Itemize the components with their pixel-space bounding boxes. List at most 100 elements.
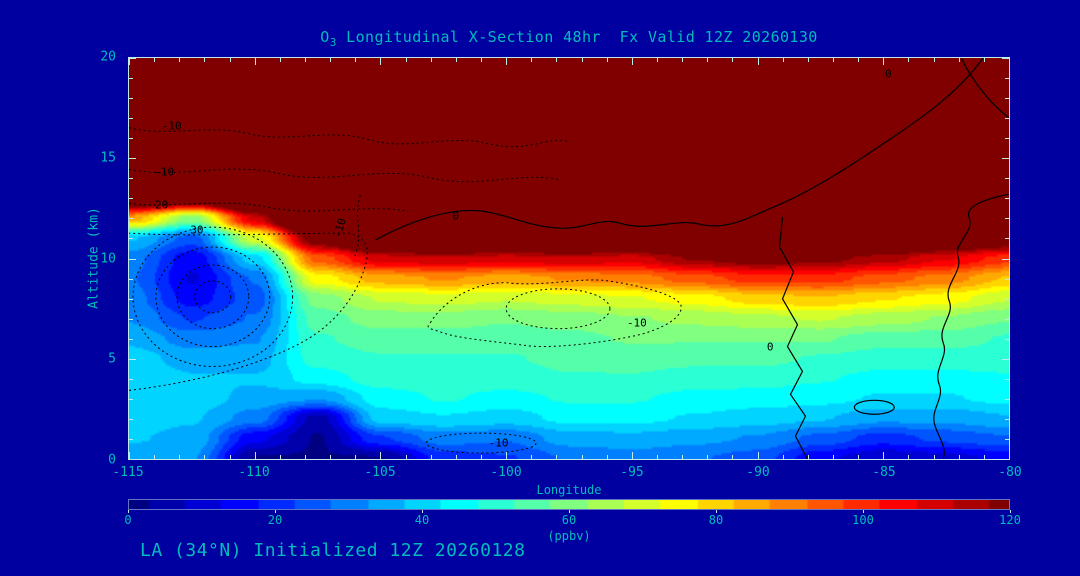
axis-tick <box>305 455 306 459</box>
axis-tick <box>782 455 784 459</box>
axis-tick <box>1002 358 1009 360</box>
y-tick-label: 0 <box>108 452 116 468</box>
axis-tick <box>129 118 133 120</box>
axis-tick <box>129 78 133 80</box>
axis-tick <box>355 58 357 62</box>
solid-zero-contours <box>375 58 1009 459</box>
axis-tick <box>1005 238 1009 240</box>
colorbar <box>128 499 1010 510</box>
axis-tick <box>129 58 130 65</box>
axis-tick <box>1005 78 1009 80</box>
axis-tick <box>531 455 533 459</box>
axis-tick <box>606 455 608 459</box>
axis-tick <box>355 455 357 459</box>
axis-tick <box>1005 318 1009 320</box>
axis-tick <box>732 455 734 459</box>
axis-tick <box>1005 118 1009 120</box>
initialization-caption: LA (34°N) Initialized 12Z 20260128 <box>140 540 526 561</box>
colorbar-tick-label: 60 <box>561 513 577 527</box>
axis-tick <box>129 358 136 360</box>
chart-title: O3 Longitudinal X-Section 48hr Fx Valid … <box>128 28 1010 49</box>
axis-tick <box>1009 452 1010 459</box>
x-tick-label: -90 <box>746 465 770 480</box>
axis-tick <box>983 58 985 62</box>
x-tick-label: -95 <box>620 465 644 480</box>
x-tick-label: -105 <box>364 465 396 480</box>
colorbar-tick-label: 40 <box>414 513 430 527</box>
axis-tick <box>129 178 133 180</box>
axis-tick <box>1002 58 1009 59</box>
ozone-heatmap-canvas <box>129 58 1009 459</box>
axis-tick <box>330 455 332 459</box>
axis-tick <box>129 418 133 420</box>
axis-tick <box>631 452 633 459</box>
axis-tick <box>129 459 136 460</box>
contour-value-label: -10 <box>161 119 182 133</box>
contour-value-label: -10 <box>154 165 175 179</box>
colorbar-tick-label: 0 <box>124 513 132 527</box>
axis-tick <box>858 455 860 459</box>
axis-tick <box>682 58 684 62</box>
axis-tick <box>833 58 834 62</box>
title-species: O <box>320 28 330 46</box>
axis-tick <box>1005 418 1009 420</box>
axis-tick <box>933 455 935 459</box>
contour-overlay <box>129 58 1009 459</box>
axis-tick <box>707 455 709 459</box>
axis-tick <box>129 438 133 440</box>
axis-tick <box>1002 459 1009 460</box>
y-tick-label: 15 <box>100 150 116 166</box>
axis-tick <box>1005 278 1009 280</box>
axis-tick <box>455 455 457 459</box>
axis-tick <box>933 58 935 62</box>
axis-tick <box>254 58 256 65</box>
axis-tick <box>556 58 558 62</box>
colorbar-tick <box>421 510 423 513</box>
dotted-negative-contours <box>129 127 682 454</box>
axis-tick <box>883 58 885 65</box>
axis-tick <box>430 58 432 62</box>
axis-tick <box>279 455 281 459</box>
axis-tick <box>405 58 407 62</box>
axis-tick <box>657 455 658 459</box>
axis-tick <box>129 258 136 260</box>
colorbar-tick-label: 80 <box>708 513 724 527</box>
y-axis-tick-labels: 0 5 10 15 20 <box>84 50 122 468</box>
axis-tick <box>254 452 256 459</box>
x-tick-label: -115 <box>112 465 144 480</box>
axis-tick <box>129 452 130 459</box>
axis-tick <box>204 455 206 459</box>
colorbar-canvas <box>129 500 1009 509</box>
colorbar-tick <box>274 510 276 513</box>
axis-tick <box>606 58 608 62</box>
axis-tick <box>657 58 658 62</box>
colorbar-tick-label: 120 <box>999 513 1021 527</box>
axis-tick <box>983 455 985 459</box>
axis-tick <box>1005 98 1009 100</box>
axis-tick <box>958 58 960 62</box>
axis-tick <box>380 452 382 459</box>
axis-tick <box>1005 218 1009 220</box>
axis-tick <box>531 58 533 62</box>
axis-tick <box>455 58 457 62</box>
contour-value-label: 0 <box>766 340 774 354</box>
title-text: Longitudinal X-Section 48hr Fx Valid 12Z… <box>336 28 818 46</box>
axis-tick <box>154 455 156 459</box>
y-tick-label: 10 <box>100 251 116 266</box>
axis-tick <box>1002 158 1009 160</box>
colorbar-tick <box>863 510 864 513</box>
contour-value-label: -10 <box>488 436 509 450</box>
axis-tick <box>129 198 133 200</box>
axis-tick <box>1005 198 1009 200</box>
axis-tick <box>305 58 306 62</box>
axis-tick <box>1005 178 1009 180</box>
axis-tick <box>858 58 860 62</box>
axis-tick <box>908 58 910 62</box>
axis-tick <box>1005 298 1009 300</box>
axis-tick <box>707 58 709 62</box>
axis-tick <box>556 455 558 459</box>
colorbar-tick <box>1010 510 1011 513</box>
axis-tick <box>129 378 133 380</box>
x-axis-tick-labels: -115 -110 -105 -100 -95 -90 -85 -80 <box>112 465 1021 481</box>
axis-tick <box>1005 438 1009 440</box>
